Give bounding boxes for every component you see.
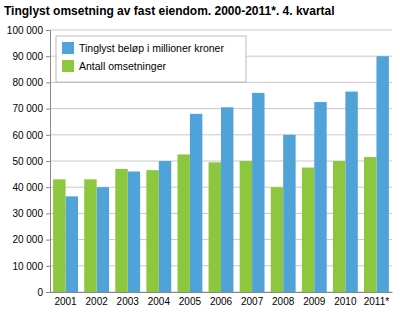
x-tick-label: 2002 [86,296,109,307]
x-tick-label: 2005 [179,296,202,307]
x-tick: 2011* [364,292,390,307]
y-tick-mark [46,82,50,83]
bar [53,179,65,292]
bar [302,168,314,292]
x-tick: 2004 [148,292,171,307]
bar [333,161,345,292]
bar [345,92,357,292]
bar [128,171,140,292]
x-axis-line [51,292,393,293]
y-tick: 20 000 [12,234,50,245]
y-tick-mark [46,213,50,214]
x-tick-label: 2008 [272,296,295,307]
bar [376,56,388,292]
y-tick-mark [46,30,50,31]
x-tick-label: 2006 [210,296,233,307]
y-tick-label: 30 000 [12,208,43,219]
bar [97,187,109,292]
bar [84,179,96,292]
legend-item: Antall omsetninger [62,60,166,72]
y-tick-mark [46,56,50,57]
y-tick: 50 000 [12,156,50,167]
y-tick-label: 100 000 [7,25,44,36]
y-tick-mark [46,109,50,110]
bar [159,161,171,292]
grid [50,30,392,292]
grid-line [50,30,392,31]
y-tick: 30 000 [12,208,50,219]
y-tick: 90 000 [12,51,50,62]
legend: Tinglyst beløp i millioner kroner Antall … [56,36,246,82]
y-tick: 100 000 [7,25,50,36]
bar [177,154,189,292]
y-tick: 0 [37,287,50,298]
bar [190,114,202,292]
y-tick: 60 000 [12,130,50,141]
bars [53,56,389,292]
y-tick-label: 20 000 [12,234,43,245]
title: Tinglyst omsetning av fast eiendom. 2000… [4,4,335,18]
x-tick: 2005 [179,292,202,307]
y-tick-label: 70 000 [12,103,43,114]
x-tick: 2009 [303,292,326,307]
x-tick: 2010 [334,292,357,307]
x-tick: 2006 [210,292,233,307]
x-tick: 2002 [86,292,109,307]
y-tick-label: 10 000 [12,261,43,272]
legend-swatch [62,60,74,72]
y-tick-label: 50 000 [12,156,43,167]
y-tick: 10 000 [12,261,50,272]
bar [314,102,326,292]
y-axis-line [46,31,51,293]
y-tick: 40 000 [12,182,50,193]
legend-label: Antall omsetninger [79,60,166,72]
x-tick-label: 2010 [334,296,357,307]
x-tick: 2003 [117,292,140,307]
bar [283,135,295,292]
y-axis: 0 10 000 20 000 30 000 40 000 50 000 60 000 70 … [7,25,51,298]
bar [209,162,221,292]
y-tick-label: 80 000 [12,77,43,88]
y-tick-mark [46,266,50,267]
bar [240,161,252,292]
chart: Tinglyst omsetning av fast eiendom. 2000… [0,0,400,320]
bar [252,93,264,292]
y-tick-mark [46,240,50,241]
y-tick-label: 0 [37,287,43,298]
y-tick-label: 60 000 [12,130,43,141]
y-tick-label: 40 000 [12,182,43,193]
x-tick: 2001 [54,292,77,307]
x-tick-label: 2009 [303,296,326,307]
y-tick-label: 90 000 [12,51,43,62]
y-tick-mark [46,187,50,188]
y-tick-mark [46,135,50,136]
bar [221,107,233,292]
y-tick: 70 000 [12,103,50,114]
x-tick: 2007 [241,292,264,307]
legend-box [56,36,246,82]
plot: 0 10 000 20 000 30 000 40 000 50 000 60 000 70 … [7,25,393,307]
x-tick-label: 2007 [241,296,264,307]
y-tick-mark [46,161,50,162]
x-tick: 2008 [272,292,295,307]
bar [66,196,78,292]
y-tick-mark [46,292,50,293]
legend-label: Tinglyst beløp i millioner kroner [79,42,224,54]
bar [271,187,283,292]
bar [115,169,127,292]
legend-swatch [62,42,74,54]
x-tick-label: 2001 [54,296,77,307]
x-axis: 2001 2002 2003 2004 2005 2006 2007 2008 2009 2010… [51,292,393,307]
x-tick-label: 2003 [117,296,140,307]
bar [146,170,158,292]
legend-item: Tinglyst beløp i millioner kroner [62,42,224,54]
bar [364,157,376,292]
x-tick-label: 2004 [148,296,171,307]
y-tick: 80 000 [12,77,50,88]
x-tick-label: 2011* [364,296,390,307]
